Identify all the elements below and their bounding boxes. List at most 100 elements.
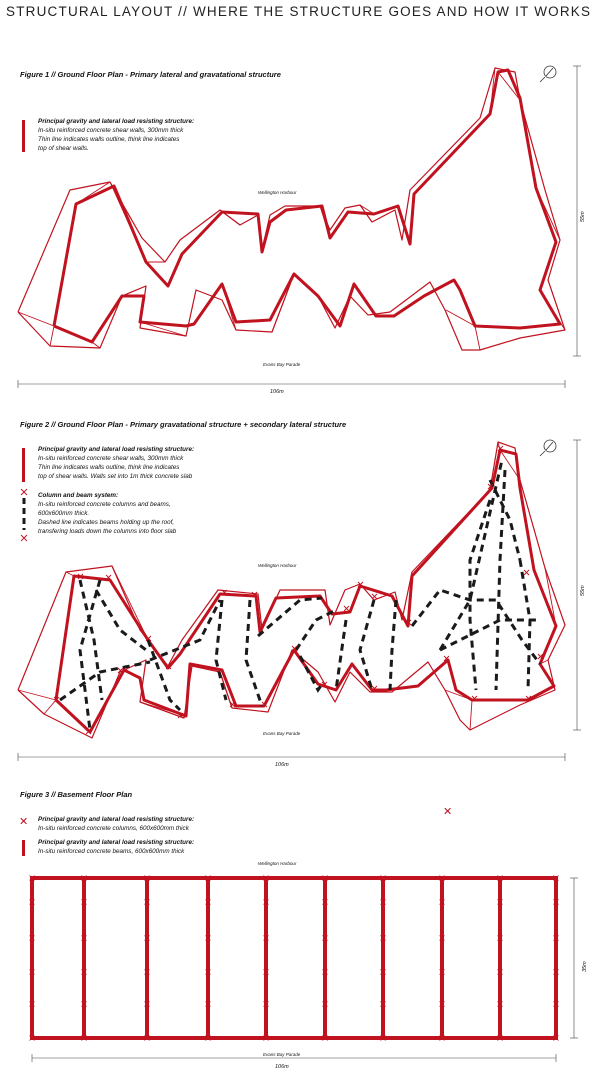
legend-line: Thin line indicates walls outline, think…	[38, 136, 180, 143]
legend-column-cross-icon	[20, 488, 28, 542]
legend-heading: Principal gravity and lateral load resis…	[38, 816, 195, 823]
column-cross-icon	[205, 875, 211, 881]
column-cross-icon	[205, 969, 211, 975]
column-cross-icon	[81, 875, 87, 881]
column-cross-icon	[53, 445, 544, 735]
column-cross-icon	[144, 899, 150, 905]
column-cross-icon	[205, 899, 211, 905]
column-cross-icon	[380, 875, 386, 881]
figure-1-legend: Principal gravity and lateral load resis…	[38, 117, 194, 153]
figure-1-title: Figure 1 // Ground Floor Plan - Primary …	[20, 70, 281, 79]
column-cross-icon	[439, 935, 445, 941]
column-cross-icon	[553, 1001, 559, 1007]
wall-bar-icon	[22, 448, 25, 482]
column-cross-icon	[322, 935, 328, 941]
column-cross-icon	[81, 1001, 87, 1007]
column-cross-icon	[380, 969, 386, 975]
column-cross-icon	[322, 899, 328, 905]
width-dimension-label: 106m	[275, 1064, 289, 1070]
legend-line: 600x600mm thick.	[38, 510, 90, 517]
dimension-lines	[31, 877, 578, 1062]
column-cross-icon	[263, 1001, 269, 1007]
legend-line: In-situ reinforced concrete shear walls,…	[38, 127, 184, 134]
column-cross-icon	[553, 875, 559, 881]
figure-2-plan	[17, 441, 566, 739]
column-cross-icon	[205, 1001, 211, 1007]
column-cross-icon	[497, 1035, 503, 1041]
south-label: Evans Bay Parade	[263, 362, 301, 367]
column-cross-icon	[553, 935, 559, 941]
legend-heading: Principal gravity and lateral load resis…	[38, 118, 195, 125]
column-cross-icon	[29, 1001, 35, 1007]
column-cross-icon	[380, 1001, 386, 1007]
wall-bar-icon	[22, 120, 25, 152]
width-dimension-label: 106m	[275, 762, 289, 768]
column-cross-icon	[380, 899, 386, 905]
column-cross-icon	[29, 935, 35, 941]
figure-3-legend-columns: Principal gravity and lateral load resis…	[38, 815, 194, 833]
north-arrow-icon	[539, 65, 557, 83]
column-cross-icon	[263, 969, 269, 975]
north-label: Wellington Harbour	[258, 861, 297, 866]
column-cross-icon	[144, 935, 150, 941]
column-cross-icon	[263, 935, 269, 941]
column-cross-icon	[144, 1001, 150, 1007]
figure-2-legend-walls: Principal gravity and lateral load resis…	[38, 445, 194, 481]
width-dimension-label: 106m	[270, 389, 284, 395]
column-cross-icon	[322, 1035, 328, 1041]
wall-outline	[17, 441, 566, 739]
figure-3-legend-beams: Principal gravity and lateral load resis…	[38, 838, 194, 856]
legend-line: transfering loads down the columns into …	[38, 528, 177, 535]
legend-heading: Column and beam system:	[38, 492, 119, 499]
column-cross-icon	[497, 1001, 503, 1007]
column-cross-icon	[439, 1001, 445, 1007]
column-cross-icon	[81, 969, 87, 975]
column-cross-icon	[439, 899, 445, 905]
dimension-lines	[17, 65, 581, 388]
column-cross-icon	[263, 899, 269, 905]
column-cross-icon	[439, 969, 445, 975]
legend-line: top of shear walls. Walls set into 1m th…	[38, 473, 193, 480]
legend-line: Thin line indicates walls outline, think…	[38, 464, 180, 471]
column-cross-icon	[497, 969, 503, 975]
column-cross-icon	[497, 899, 503, 905]
column-cross-icon	[29, 899, 35, 905]
column-cross-icon	[144, 875, 150, 881]
page-title: STRUCTURAL LAYOUT // WHERE THE STRUCTURE…	[6, 4, 592, 19]
column-cross-icon	[380, 935, 386, 941]
column-cross-icon	[81, 899, 87, 905]
column-cross-icon	[553, 899, 559, 905]
beam-dash-icon	[59, 459, 542, 731]
figure-2-title: Figure 2 // Ground Floor Plan - Primary …	[20, 420, 347, 429]
column-cross-icon	[322, 1001, 328, 1007]
column-cross-icon	[497, 935, 503, 941]
wall-faces	[17, 441, 557, 731]
column-cross-icon	[322, 969, 328, 975]
column-cross-icon	[144, 969, 150, 975]
column-cross-icon	[380, 1035, 386, 1041]
shear-wall	[54, 448, 558, 734]
column-cross-icon: ✕	[19, 816, 29, 828]
south-label: Evans Bay Parade	[263, 1052, 301, 1057]
wall-faces	[17, 67, 566, 351]
figure-2-legend-columns: Column and beam system: In-situ reinforc…	[38, 491, 176, 536]
basement-column-crosses	[29, 875, 559, 1041]
column-cross-icon	[263, 875, 269, 881]
column-cross-icon	[29, 969, 35, 975]
legend-line: Dashed line indicates beams holding up t…	[38, 519, 175, 526]
figure-3-title: Figure 3 // Basement Floor Plan	[20, 790, 133, 799]
column-cross-icon	[553, 969, 559, 975]
figure-3-basement-grid	[30, 876, 558, 1040]
south-label: Evans Bay Parade	[263, 731, 301, 736]
figure-1-plan	[17, 67, 566, 351]
wall-bar-icon	[22, 840, 25, 856]
north-arrow-icon	[539, 439, 557, 457]
column-cross-icon	[322, 875, 328, 881]
column-cross-icon: ✕	[443, 806, 453, 818]
legend-line: In-situ reinforced concrete shear walls,…	[38, 455, 184, 462]
column-cross-icon	[439, 1035, 445, 1041]
column-cross-icon	[205, 1035, 211, 1041]
legend-line: In-situ reinforced concrete columns and …	[38, 501, 171, 508]
legend-heading: Principal gravity and lateral load resis…	[38, 839, 195, 846]
